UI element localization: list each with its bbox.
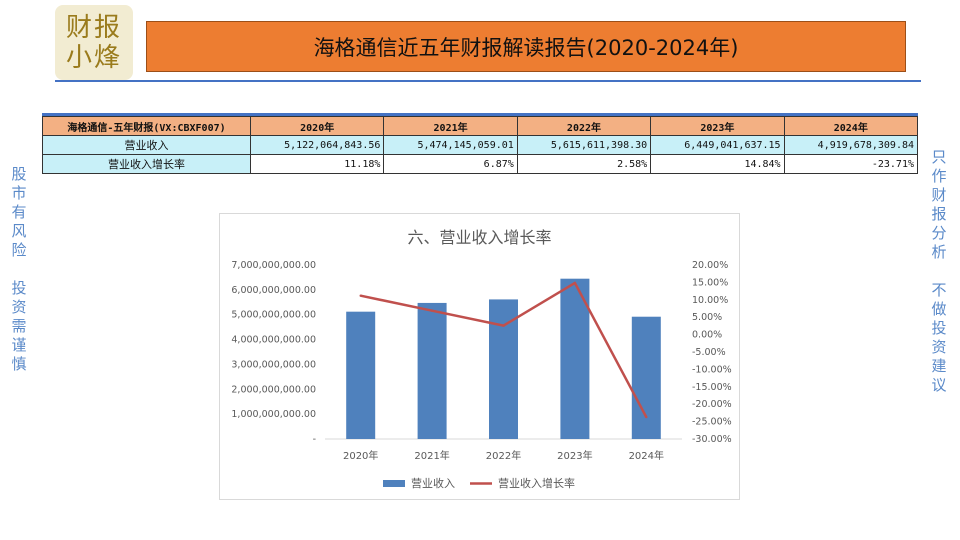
- title-banner: 海格通信近五年财报解读报告(2020-2024年): [146, 21, 906, 72]
- table-cell: 4,919,678,309.84: [783, 135, 919, 155]
- y-right-tick-label: 20.00%: [692, 260, 728, 271]
- side-note-left-2: 投资需谨慎: [11, 279, 27, 373]
- side-note-right-1: 只作财报分析: [931, 148, 947, 261]
- row-label: 营业收入: [42, 135, 251, 155]
- table-cell: 5,122,064,843.56: [249, 135, 385, 155]
- y-right-tick-label: 0.00%: [692, 330, 722, 341]
- y-right-tick-label: -20.00%: [692, 399, 732, 410]
- table-header-cell: 2023年: [650, 116, 785, 136]
- logo-text: 财报小烽: [65, 12, 122, 73]
- y-left-tick-label: 2,000,000,000.00: [231, 384, 316, 395]
- table-cell: 2.58%: [516, 154, 652, 174]
- line-point: [573, 281, 577, 285]
- table-top-rule: [42, 113, 918, 116]
- y-right-tick-label: 15.00%: [692, 277, 728, 288]
- y-right-tick-label: 10.00%: [692, 295, 728, 306]
- bar: [417, 302, 447, 439]
- x-tick-label: 2022年: [486, 449, 521, 462]
- line-point: [502, 324, 505, 327]
- x-tick-label: 2020年: [343, 449, 378, 462]
- table-header-row: 海格通信-五年财报(VX:CBXF007) 2020年 2021年 2022年 …: [42, 116, 919, 136]
- table-cell: 5,474,145,059.01: [383, 135, 518, 155]
- side-note-left: 股市有风险 投资需谨慎: [10, 165, 28, 374]
- y-right-tick-label: -5.00%: [692, 347, 726, 358]
- y-left-tick-label: -: [313, 434, 316, 445]
- table-cell: 11.18%: [249, 154, 385, 174]
- side-note-left-1: 股市有风险: [11, 165, 27, 259]
- x-tick-label: 2023年: [557, 449, 592, 462]
- table-row-revenue: 营业收入 5,122,064,843.56 5,474,145,059.01 5…: [42, 135, 919, 155]
- table-header-cell: 2021年: [383, 116, 518, 136]
- y-left-tick-label: 6,000,000,000.00: [231, 285, 316, 296]
- chart-title: 六、营业收入增长率: [407, 228, 552, 247]
- y-left-tick-label: 5,000,000,000.00: [231, 310, 316, 321]
- table-header-cell: 2022年: [516, 116, 652, 136]
- y-right-tick-label: -10.00%: [692, 364, 732, 375]
- page-title: 海格通信近五年财报解读报告(2020-2024年): [313, 35, 739, 60]
- table-cell: -23.71%: [783, 154, 919, 174]
- table-header-cell: 2024年: [783, 116, 919, 136]
- y-right-tick-label: 5.00%: [692, 312, 722, 323]
- logo: 财报小烽: [55, 5, 133, 80]
- table-header-cell: 2020年: [249, 116, 385, 136]
- legend-label-bar: 营业收入: [411, 476, 455, 490]
- financial-table: 海格通信-五年财报(VX:CBXF007) 2020年 2021年 2022年 …: [42, 116, 919, 174]
- y-left-tick-label: 4,000,000,000.00: [231, 335, 316, 346]
- side-note-right: 只作财报分析 不做投资建议: [930, 148, 948, 395]
- table-header-cell: 海格通信-五年财报(VX:CBXF007): [42, 116, 251, 136]
- row-label: 营业收入增长率: [42, 154, 251, 174]
- bar: [560, 278, 590, 439]
- side-note-right-2: 不做投资建议: [931, 281, 947, 394]
- y-right-tick-label: -15.00%: [692, 382, 732, 393]
- y-left-tick-label: 7,000,000,000.00: [231, 260, 316, 271]
- line-point: [645, 415, 648, 419]
- x-tick-label: 2021年: [414, 449, 449, 462]
- line-point: [359, 294, 362, 297]
- bar: [631, 316, 661, 439]
- legend-swatch-bar: [383, 480, 405, 487]
- bar: [346, 311, 376, 439]
- legend-label-line: 营业收入增长率: [498, 476, 575, 490]
- y-right-tick-label: -25.00%: [692, 417, 732, 428]
- y-left-tick-label: 1,000,000,000.00: [231, 409, 316, 420]
- table-cell: 6.87%: [383, 154, 518, 174]
- table-cell: 14.84%: [650, 154, 785, 174]
- y-right-tick-label: -30.00%: [692, 434, 732, 445]
- chart-container: 六、营业收入增长率 - 1,000,000,000.00 2,000,000,000…: [219, 213, 740, 500]
- x-tick-label: 2024年: [629, 449, 664, 462]
- y-left-tick-label: 3,000,000,000.00: [231, 359, 316, 370]
- table-row-growth: 营业收入增长率 11.18% 6.87% 2.58% 14.84% -23.71…: [42, 154, 919, 174]
- combo-chart: - 1,000,000,000.00 2,000,000,000.00 3,000,0…: [231, 260, 732, 490]
- table-cell: 6,449,041,637.15: [650, 135, 785, 155]
- line-point: [430, 309, 434, 312]
- table-cell: 5,615,611,398.30: [516, 135, 652, 155]
- header-divider: [55, 80, 921, 82]
